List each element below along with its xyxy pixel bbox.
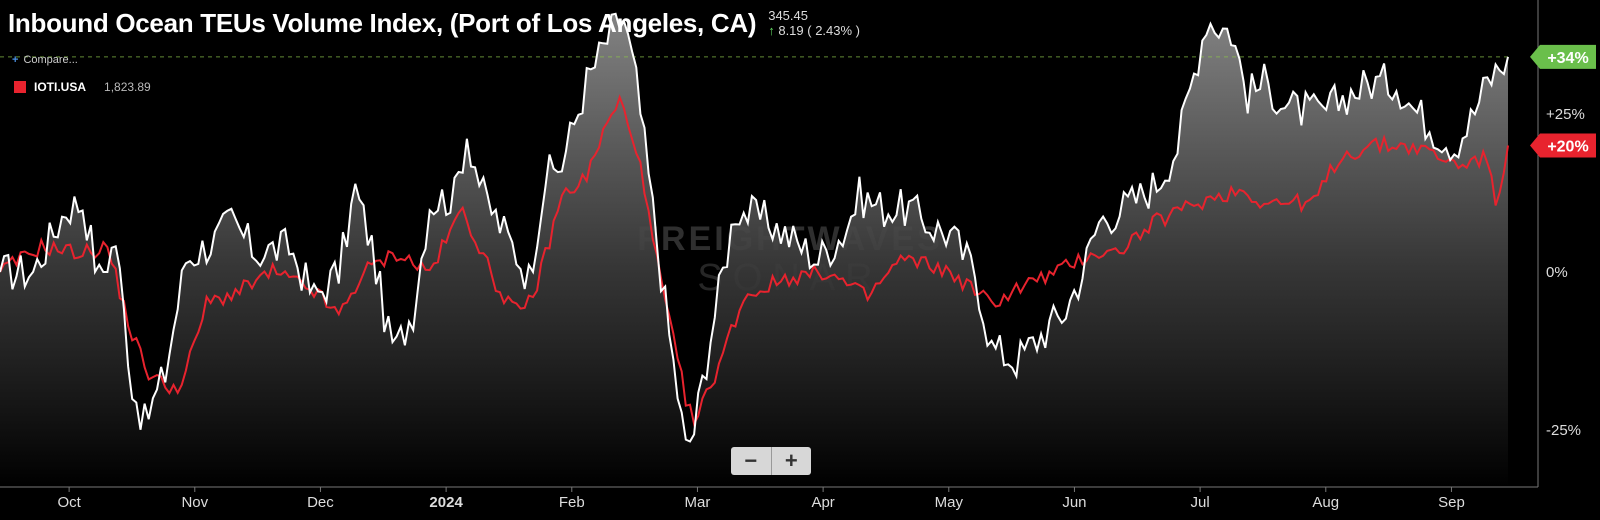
x-tick-label: Feb xyxy=(559,494,585,511)
x-tick-label: Sep xyxy=(1438,494,1465,511)
zoom-out-button[interactable]: − xyxy=(744,448,758,473)
y-axis: +25% 0% -25% xyxy=(1546,106,1585,439)
x-tick-label: 2024 xyxy=(429,494,463,511)
value-badge: +34% xyxy=(1530,44,1596,69)
x-tick-label: Jun xyxy=(1062,494,1086,511)
legend-swatch xyxy=(14,81,26,93)
change-value: 8.19 ( 2.43% ) xyxy=(778,23,860,38)
compare-button[interactable]: + Compare... xyxy=(12,54,78,66)
chart-title: Inbound Ocean TEUs Volume Index, (Port o… xyxy=(8,8,757,38)
x-tick-label: Aug xyxy=(1312,494,1339,511)
value-badge-label: +20% xyxy=(1547,138,1588,155)
x-tick-label: Mar xyxy=(685,494,711,511)
x-tick-label: Apr xyxy=(811,494,834,511)
value-badge-shape xyxy=(1530,44,1596,69)
quote-box: 345.45 ↑ 8.19 ( 2.43% ) xyxy=(768,8,860,38)
value-badge: +20% xyxy=(1530,133,1596,158)
x-tick-label: Jul xyxy=(1191,494,1210,511)
up-arrow-icon: ↑ xyxy=(768,23,775,38)
compare-series-line xyxy=(0,94,1509,427)
x-tick-label: Nov xyxy=(181,494,208,511)
value-badge-shape xyxy=(1530,133,1596,158)
x-axis: Oct Nov Dec 2024 Feb Mar Apr May Jun Jul Aug Sep xyxy=(57,487,1465,511)
last-value: 345.45 xyxy=(768,8,808,23)
x-tick-label: Oct xyxy=(57,494,81,511)
y-tick-label: -25% xyxy=(1546,422,1581,439)
legend-symbol[interactable]: IOTI.USA xyxy=(34,80,87,94)
main-series-line xyxy=(0,12,1509,443)
x-tick-label: May xyxy=(935,494,964,511)
y-tick-label: +25% xyxy=(1546,106,1585,123)
value-badges: +34% +20% xyxy=(1530,44,1596,158)
change-row: ↑ 8.19 ( 2.43% ) xyxy=(768,23,860,38)
zoom-controls: − + xyxy=(731,447,811,475)
legend-value: 1,823.89 xyxy=(104,80,151,94)
value-badge-label: +34% xyxy=(1547,50,1588,67)
main-series-area xyxy=(0,13,1508,488)
plus-icon: + xyxy=(12,54,19,66)
x-tick-label: Dec xyxy=(307,494,334,511)
compare-label: Compare... xyxy=(23,54,78,66)
legend: IOTI.USA 1,823.89 xyxy=(14,80,151,94)
zoom-in-button[interactable]: + xyxy=(770,447,812,475)
chart-header: Inbound Ocean TEUs Volume Index, (Port o… xyxy=(8,8,860,39)
y-tick-label: 0% xyxy=(1546,264,1568,281)
